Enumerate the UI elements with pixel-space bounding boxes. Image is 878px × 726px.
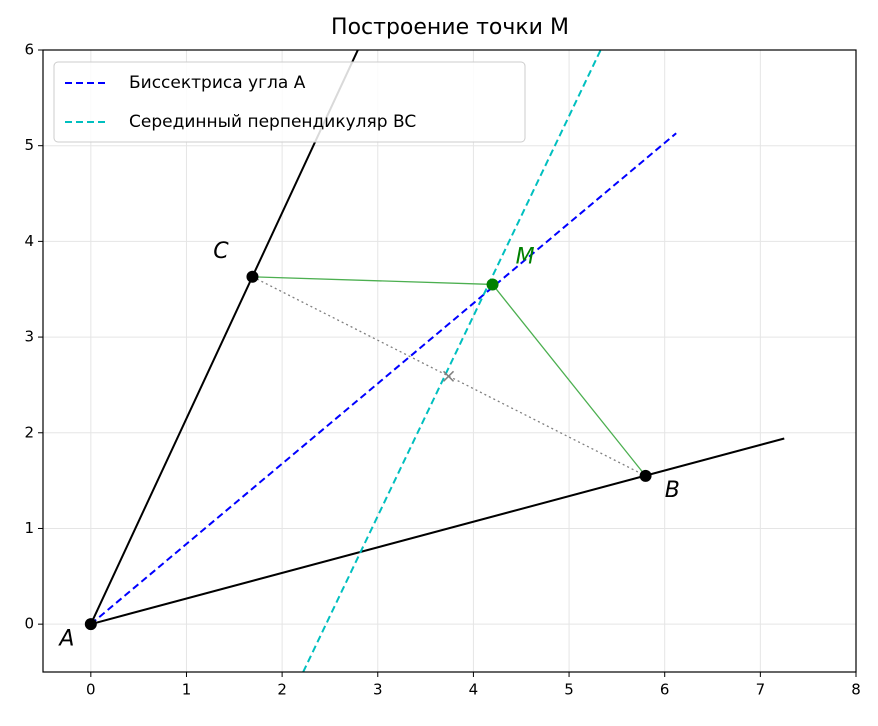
y-tick-label: 1 (24, 519, 34, 537)
point (84, 618, 97, 631)
x-tick-label: 7 (756, 681, 766, 699)
point (443, 370, 455, 382)
series-line (90, 132, 677, 625)
x-tick-label: 8 (851, 681, 861, 699)
series-line (302, 50, 602, 672)
point-label: A (57, 626, 74, 651)
x-tick-label: 3 (373, 681, 383, 699)
legend-label: Серединный перпендикуляр BC (129, 112, 416, 132)
x-tick-label: 2 (277, 681, 287, 699)
y-tick-label: 3 (24, 328, 34, 346)
point-label: B (665, 478, 680, 503)
plot-frame (42, 49, 857, 673)
legend-label: Биссектриса угла A (129, 73, 306, 93)
y-tick-label: 2 (24, 423, 34, 441)
chart-title: Построение точки M (331, 15, 569, 40)
point (486, 278, 499, 291)
point (246, 270, 259, 283)
x-tick-label: 6 (660, 681, 670, 699)
y-tick-label: 5 (24, 136, 34, 154)
point-label: M (516, 245, 535, 270)
y-tick-label: 0 (24, 615, 34, 633)
x-tick-label: 5 (564, 681, 574, 699)
series-line (90, 437, 785, 626)
y-tick-label: 4 (24, 232, 34, 250)
x-tick-label: 1 (182, 681, 192, 699)
y-tick-label: 6 (24, 41, 34, 59)
point (639, 469, 652, 482)
x-tick-label: 4 (469, 681, 479, 699)
point-label: C (213, 239, 229, 264)
x-tick-label: 0 (86, 681, 96, 699)
legend-box (53, 61, 526, 143)
